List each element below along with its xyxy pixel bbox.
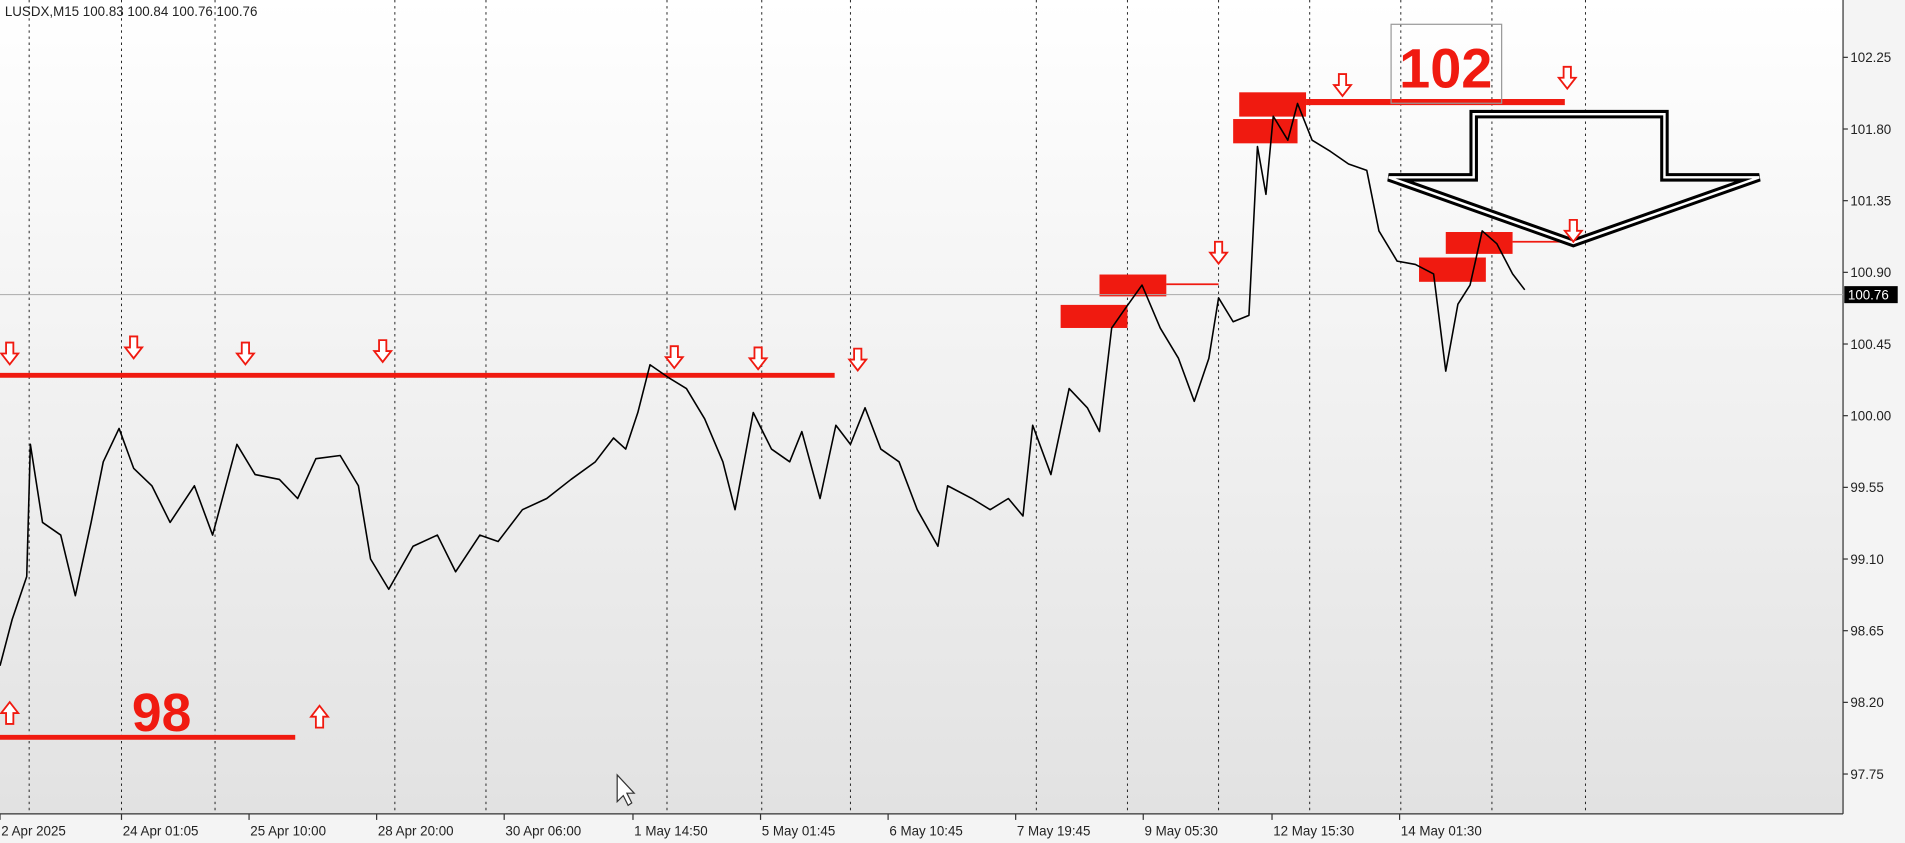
x-tick-label: 28 Apr 20:00: [378, 824, 454, 839]
y-tick-label: 102.25: [1850, 50, 1891, 65]
y-tick-label: 100.00: [1850, 409, 1891, 424]
sell-arrow: [235, 341, 256, 366]
last-price-box: [1844, 286, 1898, 304]
sell-arrow: [747, 346, 769, 371]
x-tick-label: 14 May 01:30: [1401, 824, 1482, 839]
forecast-arrow-inner: [1388, 112, 1760, 245]
sell-arrow: [372, 339, 394, 364]
x-tick-label: 9 May 05:30: [1144, 824, 1218, 839]
day-separators: [28, 0, 1586, 814]
zone: [1060, 304, 1128, 328]
y-tick-label: 101.35: [1850, 194, 1891, 209]
sell-arrow: [847, 347, 869, 372]
x-tick-label: 7 May 19:45: [1017, 824, 1091, 839]
sell-arrow: [1208, 240, 1229, 266]
x-tick-label: 30 Apr 06:00: [505, 824, 581, 839]
time-axis-panel: [0, 813, 1844, 843]
buy-arrow: [0, 700, 21, 725]
x-tick-label: 2 Apr 2025: [1, 824, 66, 839]
y-tick-label: 98.20: [1850, 695, 1883, 710]
mouse-cursor: [616, 773, 636, 807]
annotation: 98: [132, 684, 191, 743]
sell-arrow: [663, 345, 685, 370]
last-price-label: 100.76: [1848, 288, 1889, 303]
x-tick-label: 25 Apr 10:00: [250, 824, 326, 839]
x-tick-label: 12 May 15:30: [1273, 824, 1354, 839]
sell-arrow: [1332, 73, 1353, 98]
y-tick-label: 99.10: [1850, 552, 1883, 567]
zone: [1239, 92, 1307, 117]
symbol-header: LUSDX,M15 100.83 100.84 100.76 100.76: [5, 4, 258, 19]
sell-arrow: [123, 335, 145, 360]
x-tick-label: 5 May 01:45: [762, 824, 836, 839]
x-tick-label: 24 Apr 01:05: [123, 824, 199, 839]
sell-arrow: [0, 341, 21, 366]
zone: [1099, 274, 1167, 297]
y-tick-label: 100.45: [1850, 337, 1891, 352]
x-tick-label: 1 May 14:50: [634, 824, 708, 839]
plot-background: [0, 0, 1844, 814]
sell-arrow: [1556, 65, 1578, 91]
y-tick-label: 98.65: [1850, 624, 1883, 639]
buy-arrow: [309, 704, 330, 729]
label-box: [1390, 23, 1503, 104]
y-tick-label: 97.75: [1850, 767, 1883, 782]
x-tick-label: 6 May 10:45: [889, 824, 963, 839]
price-line: [0, 102, 1526, 666]
annotation: 102: [1399, 36, 1492, 99]
sell-arrow: [1562, 218, 1584, 244]
y-tick-label: 100.90: [1850, 265, 1891, 280]
y-tick-label: 101.80: [1850, 122, 1891, 137]
y-tick-label: 99.55: [1850, 480, 1883, 495]
price-axis-panel: [1843, 0, 1905, 843]
